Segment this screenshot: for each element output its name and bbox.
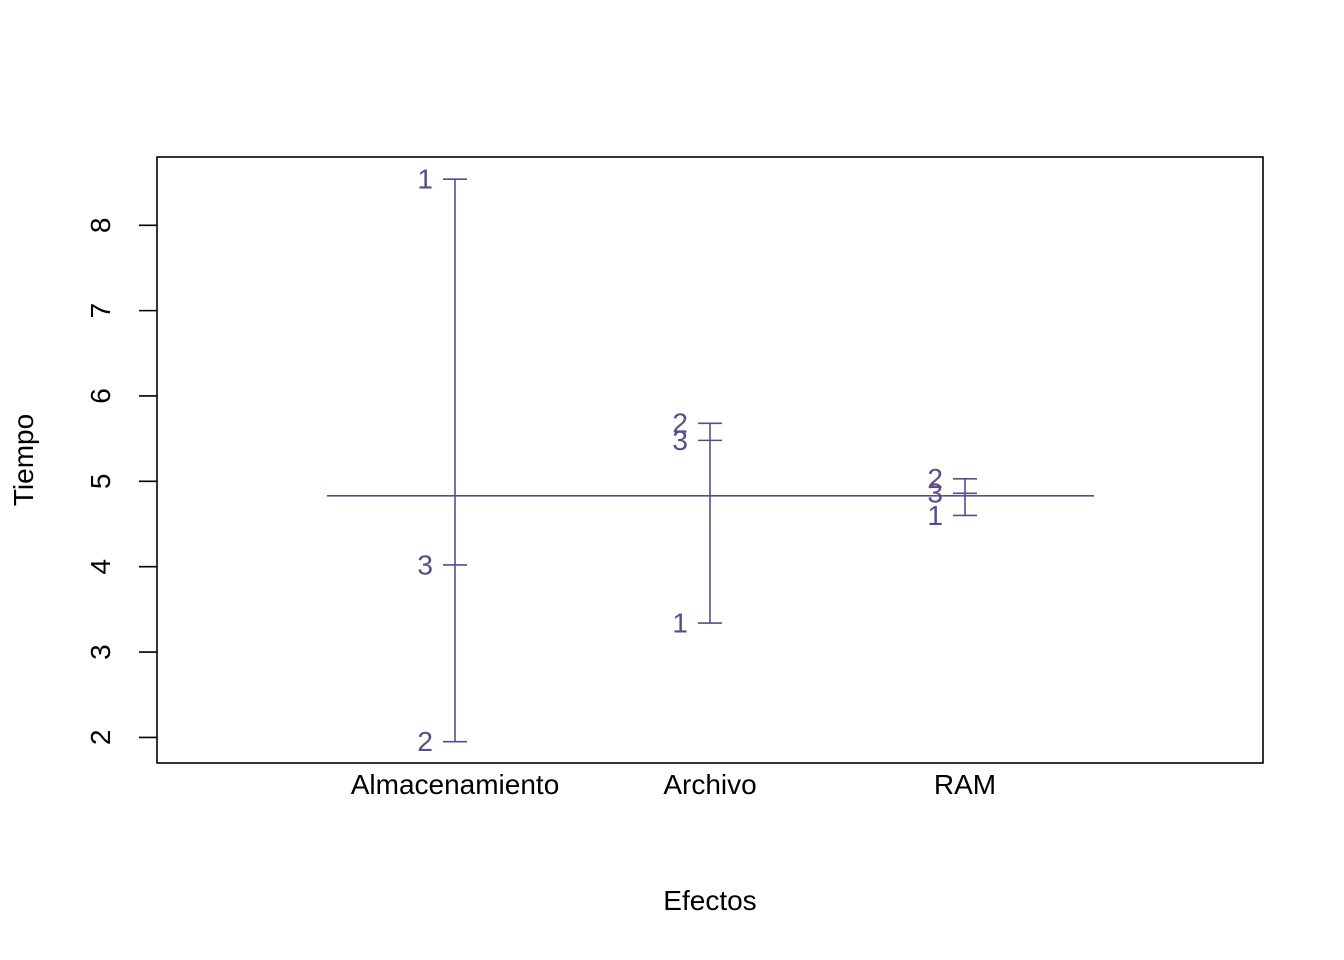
y-axis-label: Tiempo xyxy=(8,414,39,506)
level-label-almacenamiento-2: 2 xyxy=(417,726,433,757)
level-label-ram-2: 2 xyxy=(927,463,943,494)
level-label-almacenamiento-3: 3 xyxy=(417,549,433,580)
plot-frame xyxy=(156,156,1264,764)
level-label-ram-1: 1 xyxy=(927,500,943,531)
y-tick-label-2: 2 xyxy=(85,730,116,746)
level-label-archivo-2: 2 xyxy=(672,408,688,439)
x-tick-label-almacenamiento: Almacenamiento xyxy=(351,769,560,800)
y-tick-label-8: 8 xyxy=(85,217,116,233)
y-tick-label-6: 6 xyxy=(85,388,116,404)
y-axis-ticks: 2 3 4 5 6 7 8 xyxy=(85,217,157,745)
level-label-archivo-3: 3 xyxy=(672,425,688,456)
x-axis-label: Efectos xyxy=(663,885,756,916)
y-tick-label-4: 4 xyxy=(85,559,116,575)
level-label-ram-3: 3 xyxy=(927,478,943,509)
level-label-archivo-1: 1 xyxy=(672,607,688,638)
x-axis-tick-labels: Almacenamiento Archivo RAM xyxy=(351,769,996,800)
y-tick-label-3: 3 xyxy=(85,644,116,660)
y-tick-label-5: 5 xyxy=(85,474,116,490)
y-tick-label-7: 7 xyxy=(85,303,116,319)
x-tick-label-ram: RAM xyxy=(934,769,996,800)
x-tick-label-archivo: Archivo xyxy=(663,769,756,800)
level-label-almacenamiento-1: 1 xyxy=(417,164,433,195)
